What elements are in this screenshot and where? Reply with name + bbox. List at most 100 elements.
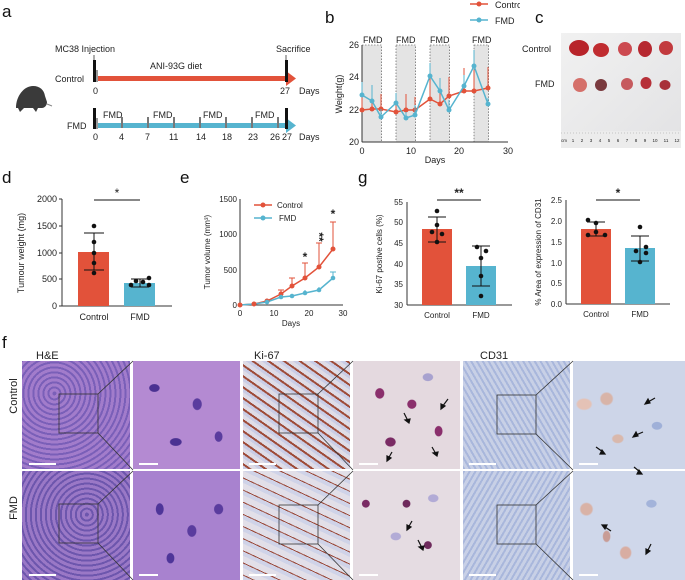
y-tick: 24 <box>349 72 359 82</box>
chart-ki67-positive: 30 35 40 45 50 55 Ki-67 postive cells (%… <box>375 186 512 320</box>
y-tick: 0.0 <box>551 300 563 309</box>
y-tick: 22 <box>349 105 359 115</box>
y-tick: 0 <box>52 301 57 311</box>
fmd-shaded-regions <box>361 44 489 143</box>
ruler-number: 6 <box>617 138 620 143</box>
fmd-block-label-4: FMD <box>255 110 275 120</box>
inset-box <box>278 393 319 434</box>
ruler <box>561 131 681 148</box>
x-category: Control <box>583 310 609 319</box>
x-category: Control <box>79 312 108 322</box>
significance-marker: ** <box>454 186 464 200</box>
panel-label-b: b <box>325 8 335 27</box>
days-label-fmd: Days <box>299 132 320 142</box>
y-tick: 55 <box>394 198 403 207</box>
panel-label-d: d <box>2 168 12 187</box>
column-label-cd31: CD31 <box>480 350 509 362</box>
shade-label: FMD <box>430 35 450 45</box>
diet-label: ANI-93G diet <box>150 61 203 71</box>
y-tick: 35 <box>394 280 403 289</box>
ruler-number: 3 <box>590 138 593 143</box>
x-category: FMD <box>472 311 490 320</box>
fmd-points <box>359 63 491 121</box>
photo-row-label-fmd: FMD <box>535 79 555 89</box>
chart-tumor-volume: 0 500 1000 1500 0 10 20 30 Days Tumor vo… <box>203 195 348 328</box>
significance-markers: * ** * <box>303 207 336 264</box>
fmd-tick: 27 <box>282 132 292 142</box>
column-label-he: H&E <box>36 350 59 362</box>
cd31-control-overview <box>463 361 570 469</box>
sacrifice-label: Sacrifice <box>276 44 311 54</box>
y-axis-label: Ki-67 postive cells (%) <box>375 214 384 293</box>
x-tick: 20 <box>305 309 314 318</box>
y-tick: 50 <box>394 218 403 227</box>
y-tick: 500 <box>224 266 238 275</box>
x-category: Control <box>424 311 450 320</box>
fmd-tick: 7 <box>145 132 150 142</box>
fmd-line <box>361 64 489 119</box>
inset-overlay <box>58 360 656 580</box>
legend-fmd: FMD <box>495 16 515 26</box>
significance-marker: * <box>616 186 621 200</box>
significance-marker: * <box>303 250 308 264</box>
y-tick: 2000 <box>37 194 57 204</box>
control-points <box>237 246 336 308</box>
y-tick: 1.5 <box>551 238 563 247</box>
fmd-tick: 18 <box>222 132 232 142</box>
y-tick: 1000 <box>37 248 57 258</box>
inset-box <box>278 504 319 545</box>
bar-fmd <box>124 283 155 306</box>
fmd-tick: 4 <box>119 132 124 142</box>
chart-tumour-weight: 0 500 1000 1500 2000 Tumour weight (mg) … <box>16 186 172 322</box>
he-fmd-overview <box>22 471 130 580</box>
inset-box <box>58 503 99 544</box>
y-tick: 2.0 <box>551 217 563 226</box>
column-label-ki67: Ki-67 <box>254 350 280 362</box>
fmd-block-label-3: FMD <box>203 110 223 120</box>
inset-box <box>58 393 99 434</box>
panel-label-c: c <box>535 8 544 27</box>
ki67-control-overview <box>243 361 350 469</box>
ruler-number: 11 <box>664 138 669 143</box>
legend: Control FMD <box>470 0 520 26</box>
ruler-number: 12 <box>674 138 680 143</box>
cd31-control-zoom <box>573 361 685 469</box>
ki67-fmd-zoom <box>353 471 460 580</box>
ruler-number: 8 <box>635 138 638 143</box>
y-axis-label: Weight(g) <box>334 75 344 114</box>
control-tick-0: 0 <box>93 86 98 96</box>
y-tick: 26 <box>349 40 359 50</box>
cd31-fmd-zoom <box>573 471 685 580</box>
x-tick: 10 <box>270 309 279 318</box>
panel-label-e: e <box>180 168 190 187</box>
fmd-row-label: FMD <box>67 121 87 131</box>
fmd-tick: 26 <box>270 132 280 142</box>
fmd-tick: 14 <box>196 132 206 142</box>
legend-fmd: FMD <box>279 214 297 223</box>
control-tick-27: 27 <box>280 86 290 96</box>
ki67-fmd-overview <box>243 471 350 580</box>
fmd-tick: 11 <box>169 132 178 142</box>
cd31-fmd-overview <box>463 471 570 580</box>
significance-marker: * <box>115 186 120 200</box>
ruler-number: 2 <box>581 138 584 143</box>
arrow-icons <box>386 397 656 556</box>
x-tick: 0 <box>238 309 243 318</box>
x-tick: 30 <box>503 146 513 156</box>
shade-label: FMD <box>363 35 383 45</box>
x-tick: 30 <box>339 309 348 318</box>
he-control-zoom <box>133 361 240 469</box>
y-axis-label: Tumour weight (mg) <box>16 213 26 293</box>
y-tick: 1000 <box>219 230 237 239</box>
significance-marker: ** <box>312 232 326 242</box>
ruler-unit: cm <box>561 138 567 143</box>
x-category: FMD <box>130 312 150 322</box>
chart-body-weight: Control FMD FMD FMD FMD FMD 20 22 24 26 … <box>334 0 520 165</box>
ruler-number: 1 <box>572 138 575 143</box>
data-points <box>91 223 152 288</box>
bar-control <box>581 229 611 304</box>
control-row-label: Control <box>55 74 84 84</box>
y-tick: 2.5 <box>551 196 563 205</box>
injection-label: MC38 Injection <box>55 44 115 54</box>
ruler-number: 4 <box>599 138 602 143</box>
